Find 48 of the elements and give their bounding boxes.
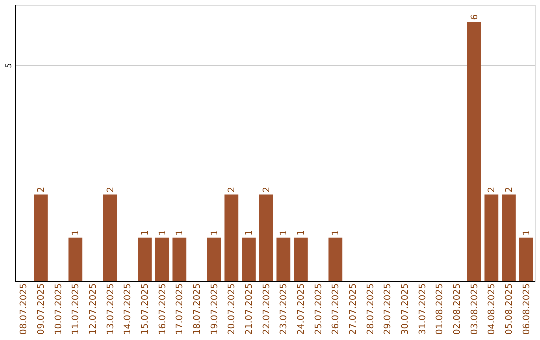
- data-label: 1: [210, 230, 220, 236]
- x-tick-label: 18.07.2025: [193, 284, 203, 336]
- data-label: 2: [488, 187, 498, 193]
- x-tick-label: 19.07.2025: [210, 284, 220, 336]
- x-tick-label: 26.07.2025: [332, 284, 342, 336]
- x-tick-label: 25.07.2025: [314, 284, 324, 336]
- data-label: 2: [505, 187, 515, 193]
- x-tick-label: 16.07.2025: [158, 284, 168, 336]
- x-tick-label: 27.07.2025: [349, 284, 359, 336]
- y-tick-label: 5: [4, 63, 14, 68]
- x-tick-label: 24.07.2025: [297, 284, 307, 336]
- x-tick-label: 23.07.2025: [280, 284, 290, 336]
- x-tick-label: 02.08.2025: [453, 284, 463, 336]
- x-tick-label: 09.07.2025: [37, 284, 47, 336]
- data-label: 1: [245, 230, 255, 236]
- x-tick-label: 04.08.2025: [488, 284, 498, 336]
- data-label: 1: [297, 230, 307, 236]
- data-label: 1: [72, 230, 82, 236]
- x-tick-label: 29.07.2025: [384, 284, 394, 336]
- x-tick-label: 15.07.2025: [141, 284, 151, 336]
- x-tick-label: 20.07.2025: [228, 284, 238, 336]
- data-label: 2: [37, 187, 47, 193]
- x-tick-label: 17.07.2025: [176, 284, 186, 336]
- data-label: 2: [262, 187, 272, 193]
- x-tick-label: 22.07.2025: [262, 284, 272, 336]
- x-tick-label: 31.07.2025: [418, 284, 428, 336]
- x-tick-label: 30.07.2025: [401, 284, 411, 336]
- x-tick-label: 11.07.2025: [72, 284, 82, 336]
- data-label: 1: [141, 230, 151, 236]
- data-label: 1: [332, 230, 342, 236]
- data-label: 1: [522, 230, 532, 236]
- data-label: 6: [470, 14, 480, 20]
- data-label: 1: [176, 230, 186, 236]
- data-label: 1: [280, 230, 290, 236]
- x-tick-label: 08.07.2025: [20, 284, 30, 336]
- data-label: 2: [228, 187, 238, 193]
- x-tick-label: 03.08.2025: [470, 284, 480, 336]
- x-tick-label: 21.07.2025: [245, 284, 255, 336]
- x-tick-label: 14.07.2025: [124, 284, 134, 336]
- x-tick-label: 05.08.2025: [505, 284, 515, 336]
- x-tick-label: 06.08.2025: [522, 284, 532, 336]
- data-label: 1: [158, 230, 168, 236]
- x-tick-label: 13.07.2025: [106, 284, 116, 336]
- x-tick-label: 12.07.2025: [89, 284, 99, 336]
- x-tick-label: 10.07.2025: [54, 284, 64, 336]
- x-tick-label: 28.07.2025: [366, 284, 376, 336]
- x-tick-label: 01.08.2025: [436, 284, 446, 336]
- data-label: 2: [106, 187, 116, 193]
